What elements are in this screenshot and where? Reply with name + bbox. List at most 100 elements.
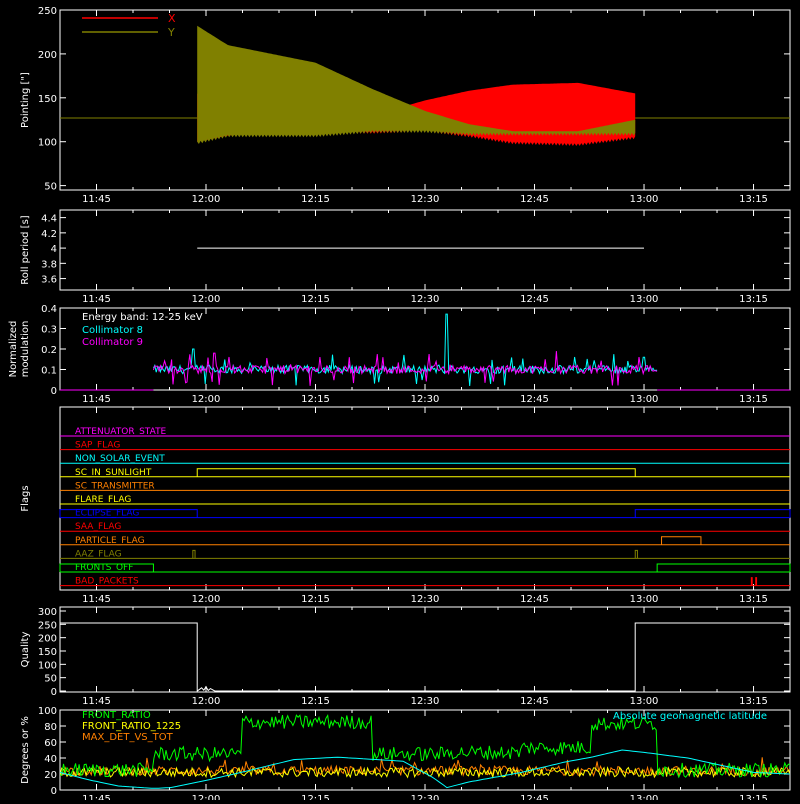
flags-x-tick-label: 12:00 bbox=[192, 594, 221, 605]
ratios-y-tick-label: 60 bbox=[44, 738, 57, 749]
ratios-legend-label: FRONT_RATIO bbox=[82, 710, 151, 721]
flag-segment-FRONTS_OFF bbox=[656, 563, 791, 572]
modulation-ylabel: modulation bbox=[20, 321, 31, 378]
pointing-x-tick-label: 11:45 bbox=[82, 194, 111, 205]
ratios-series-0 bbox=[60, 714, 790, 779]
quality-y-tick-label: 150 bbox=[38, 647, 57, 658]
flag-label-PARTICLE_FLAG: PARTICLE_FLAG bbox=[75, 536, 145, 546]
flag-label-BAD_PACKETS: BAD_PACKETS bbox=[75, 577, 139, 587]
ratios-series-1 bbox=[60, 766, 790, 779]
flag-segment-ECLIPSE_FLAG bbox=[59, 509, 198, 518]
roll-y-tick-label: 4.4 bbox=[41, 214, 57, 225]
pointing-x-tick-label: 13:00 bbox=[630, 194, 659, 205]
quality-y-tick-label: 0 bbox=[51, 687, 57, 698]
flag-segment-SC_IN_SUNLIGHT bbox=[196, 468, 636, 477]
ratios-x-tick-label: 13:00 bbox=[630, 794, 659, 800]
quality-panel: 11:45 12:00 12:15 12:30 12:45 13:00 13:15 0 50 10… bbox=[20, 606, 791, 707]
modulation-y-tick-label: 0.1 bbox=[41, 366, 57, 377]
flag-label-ATTENUATOR_STATE: ATTENUATOR_STATE bbox=[75, 427, 167, 437]
pointing-series-group bbox=[60, 25, 790, 146]
modulation-x-tick-label: 12:15 bbox=[301, 394, 330, 405]
ratios-y-tick-label: 20 bbox=[44, 770, 57, 781]
pointing-y-tick-label: 200 bbox=[38, 50, 57, 61]
roll-x-tick-label: 12:15 bbox=[301, 294, 330, 305]
roll-y-tick-label: 3.6 bbox=[41, 275, 57, 286]
flag-segment-BAD_PACKETS bbox=[750, 577, 753, 586]
flags-ylabel: Flags bbox=[20, 485, 31, 511]
quality-series bbox=[60, 622, 790, 692]
flag-label-ECLIPSE_FLAG: ECLIPSE_FLAG bbox=[75, 509, 139, 519]
quality-y-tick-label: 100 bbox=[38, 660, 57, 671]
quality-x-tick-label: 12:00 bbox=[192, 696, 221, 707]
ratios-legend-label: MAX_DET_VS_TOT bbox=[82, 732, 174, 743]
flags-x-tick-label: 11:45 bbox=[82, 594, 111, 605]
ratios-x-tick-label: 11:45 bbox=[82, 794, 111, 800]
quality-x-tick-label: 12:15 bbox=[301, 696, 330, 707]
modulation-legend-label: Collimator 8 bbox=[82, 325, 143, 336]
flags-x-tick-label: 12:30 bbox=[411, 594, 440, 605]
pointing-y-tick-label: 250 bbox=[38, 6, 57, 17]
quality-x-tick-label: 13:00 bbox=[630, 696, 659, 707]
ratios-series-3 bbox=[60, 749, 790, 789]
ratios-x-tick-label: 12:30 bbox=[411, 794, 440, 800]
flags-axes-frame bbox=[59, 406, 791, 591]
modulation-panel: 11:45 12:00 12:15 12:30 12:45 13:00 13:15 0 0.1 0… bbox=[8, 304, 791, 405]
flag-label-FLARE_FLAG: FLARE_FLAG bbox=[75, 495, 131, 505]
modulation-series-0 bbox=[152, 313, 658, 386]
roll-ylabel: Roll period [s] bbox=[20, 215, 31, 284]
flag-segment-PARTICLE_FLAG bbox=[661, 536, 702, 545]
pointing-panel: 11:45 12:00 12:15 12:30 12:45 13:00 13:15 50 100… bbox=[20, 6, 791, 205]
flag-segment-FRONTS_OFF bbox=[59, 563, 154, 572]
flags-x-tick-label: 13:15 bbox=[739, 594, 768, 605]
flag-label-SC_IN_SUNLIGHT: SC_IN_SUNLIGHT bbox=[75, 468, 152, 478]
quality-x-tick-label: 12:45 bbox=[520, 696, 549, 707]
pointing-x-tick-label: 12:30 bbox=[411, 194, 440, 205]
flag-segment-AAZ_FLAG bbox=[192, 549, 196, 559]
roll-y-tick-label: 4 bbox=[51, 244, 57, 255]
roll-x-tick-label: 11:45 bbox=[82, 294, 111, 305]
flags-x-tick-label: 13:00 bbox=[630, 594, 659, 605]
flag-label-SAA_FLAG: SAA_FLAG bbox=[75, 522, 121, 532]
flags-panel: 11:45 12:00 12:15 12:30 12:45 13:00 13:15 Flags… bbox=[20, 406, 791, 605]
modulation-y-tick-label: 0.4 bbox=[41, 304, 57, 315]
flag-segment-BAD_PACKETS bbox=[755, 577, 758, 586]
modulation-ylabel: Normalized bbox=[8, 321, 19, 378]
roll-y-tick-label: 3.8 bbox=[41, 259, 57, 270]
flag-segment-ECLIPSE_FLAG bbox=[634, 509, 791, 518]
roll-y-tick-label: 4.2 bbox=[41, 229, 57, 240]
ratios-x-tick-label: 13:15 bbox=[739, 794, 768, 800]
ratios-y-tick-label: 80 bbox=[44, 722, 57, 733]
flag-label-NON_SOLAR_EVENT: NON_SOLAR_EVENT bbox=[75, 454, 165, 464]
pointing-y-tick-label: 50 bbox=[44, 182, 57, 193]
pointing-ylabel: Pointing ["] bbox=[20, 72, 31, 128]
quality-y-tick-label: 250 bbox=[38, 620, 57, 631]
quality-ylabel: Quality bbox=[20, 632, 31, 668]
modulation-x-tick-label: 12:00 bbox=[192, 394, 221, 405]
flag-segment-AAZ_FLAG bbox=[634, 549, 638, 559]
flag-label-SAP_FLAG: SAP_FLAG bbox=[75, 441, 120, 451]
ratios-panel: 11:45 12:00 12:15 12:30 12:45 13:00 13:15 0 20 40… bbox=[20, 706, 791, 804]
pointing-x-tick-label: 13:15 bbox=[739, 194, 768, 205]
modulation-y-tick-label: 0.2 bbox=[41, 345, 57, 356]
modulation-series-1 bbox=[152, 351, 658, 386]
pointing-x-tick-label: 12:45 bbox=[520, 194, 549, 205]
ratios-legend-label: FRONT_RATIO_1225 bbox=[82, 721, 181, 732]
roll-x-tick-label: 13:00 bbox=[630, 294, 659, 305]
quality-x-tick-label: 12:30 bbox=[411, 696, 440, 707]
quality-x-tick-label: 13:15 bbox=[739, 696, 768, 707]
modulation-y-tick-label: 0 bbox=[51, 386, 57, 397]
pointing-y-tick-label: 100 bbox=[38, 138, 57, 149]
ratios-x-tick-label: 12:00 bbox=[192, 794, 221, 800]
ratios-legend-label: Absolute geomagnetic latitude bbox=[613, 711, 767, 722]
pointing-x-tick-label: 12:15 bbox=[301, 194, 330, 205]
quality-y-tick-label: 300 bbox=[38, 607, 57, 618]
roll-x-tick-label: 12:45 bbox=[520, 294, 549, 305]
quality-y-tick-label: 50 bbox=[44, 674, 57, 685]
modulation-x-tick-label: 13:00 bbox=[630, 394, 659, 405]
flags-x-tick-label: 12:15 bbox=[301, 594, 330, 605]
ratios-ylabel: Degrees or % bbox=[20, 716, 31, 784]
pointing-legend-label: X bbox=[168, 12, 176, 25]
modulation-y-tick-label: 0.3 bbox=[41, 325, 57, 336]
